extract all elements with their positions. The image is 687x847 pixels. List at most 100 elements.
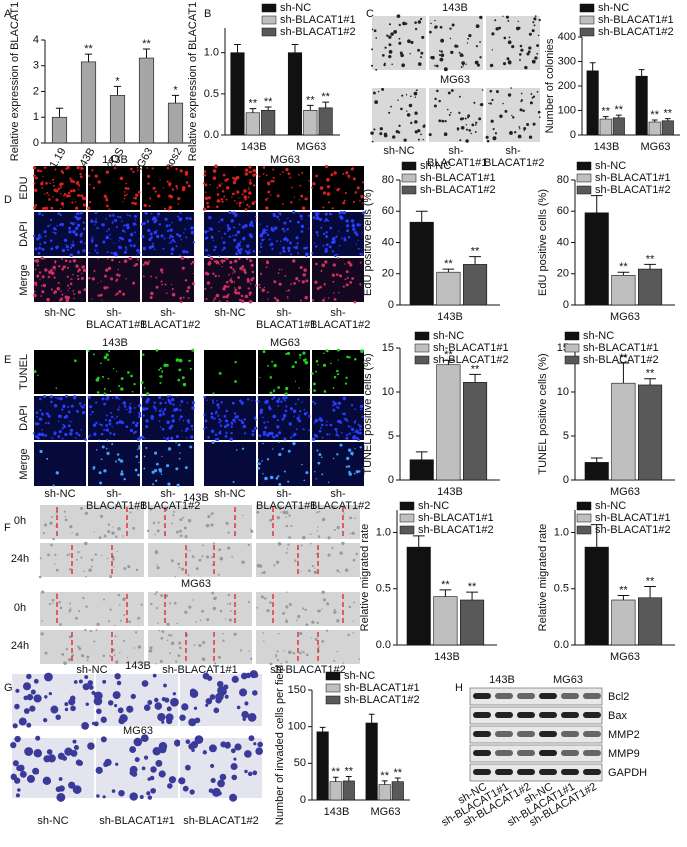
cell — [220, 401, 223, 404]
cell — [251, 399, 253, 401]
cell — [34, 435, 39, 439]
cell — [185, 236, 188, 239]
cell — [114, 624, 116, 627]
cell — [266, 233, 270, 237]
significance: ** — [646, 575, 655, 587]
cell — [152, 521, 156, 525]
cell — [77, 645, 80, 649]
cell — [285, 660, 288, 663]
legend-swatch — [401, 173, 417, 183]
cell — [115, 660, 119, 664]
cell — [388, 50, 393, 54]
cell — [240, 248, 243, 251]
cell — [276, 194, 280, 198]
cell — [520, 92, 523, 95]
error-bar — [319, 726, 326, 732]
cell — [297, 398, 300, 401]
cell — [323, 282, 326, 285]
cell — [333, 659, 336, 662]
cell — [256, 510, 260, 514]
cell — [324, 297, 326, 299]
legend-label: sh-NC — [595, 500, 626, 512]
cell — [75, 431, 79, 435]
cell — [111, 425, 113, 428]
cell — [358, 424, 362, 428]
bar — [329, 781, 342, 801]
cell — [118, 290, 122, 294]
cell — [149, 296, 153, 300]
cell — [170, 559, 174, 563]
cell — [91, 410, 94, 414]
cell — [162, 187, 165, 189]
cell — [272, 448, 274, 450]
cell — [205, 297, 208, 301]
cell — [343, 238, 347, 242]
cell — [72, 739, 77, 744]
cell — [224, 435, 228, 438]
cell — [169, 402, 172, 405]
cell — [328, 245, 332, 249]
cell — [148, 260, 151, 262]
cell — [241, 225, 245, 229]
cell — [326, 178, 330, 182]
bar — [409, 459, 434, 481]
cell — [208, 215, 212, 220]
cell — [154, 550, 159, 555]
cell — [132, 281, 136, 285]
legend-label: sh-BLACAT1#2 — [280, 26, 356, 38]
cell — [50, 206, 54, 210]
cell — [208, 261, 212, 265]
cell — [202, 640, 206, 644]
cell — [315, 174, 318, 178]
cell — [262, 473, 264, 475]
cell — [191, 348, 195, 352]
cell — [320, 269, 323, 272]
cell — [179, 534, 183, 538]
cell — [68, 194, 71, 198]
y-tick-label: 300 — [558, 55, 576, 67]
blot-strip — [469, 706, 603, 725]
cell — [250, 657, 253, 660]
error-bar — [332, 776, 339, 782]
cell — [233, 238, 237, 242]
cell — [52, 602, 54, 604]
cell — [335, 406, 338, 408]
bar — [365, 722, 378, 801]
cell — [359, 283, 362, 286]
cell — [62, 206, 64, 208]
cell — [337, 257, 340, 260]
cell — [52, 181, 55, 184]
cell — [107, 620, 110, 623]
cell — [451, 23, 455, 27]
cell — [250, 170, 253, 173]
error-bar — [442, 268, 455, 273]
cell — [474, 60, 479, 65]
cell — [179, 296, 183, 300]
cell — [323, 352, 325, 355]
cell — [304, 295, 308, 300]
cell — [175, 434, 179, 439]
cell — [357, 239, 359, 242]
cell — [379, 127, 383, 131]
cell — [72, 785, 82, 794]
cell — [136, 248, 140, 253]
cell — [466, 42, 469, 44]
cell — [417, 138, 420, 141]
cell — [388, 54, 392, 59]
error-bar — [602, 116, 609, 120]
cell — [230, 277, 232, 279]
cell — [344, 236, 346, 239]
cell — [64, 432, 68, 437]
cell — [165, 713, 174, 722]
cell — [168, 182, 172, 186]
cell — [154, 407, 157, 410]
x-tick-label: MG63 — [610, 651, 640, 663]
cell — [450, 111, 452, 114]
y-tick-label: 100 — [558, 104, 576, 116]
cell — [112, 214, 115, 217]
cell — [300, 544, 303, 547]
cell — [532, 95, 536, 98]
cell — [152, 673, 157, 678]
cell — [141, 680, 149, 687]
cell — [184, 279, 188, 282]
